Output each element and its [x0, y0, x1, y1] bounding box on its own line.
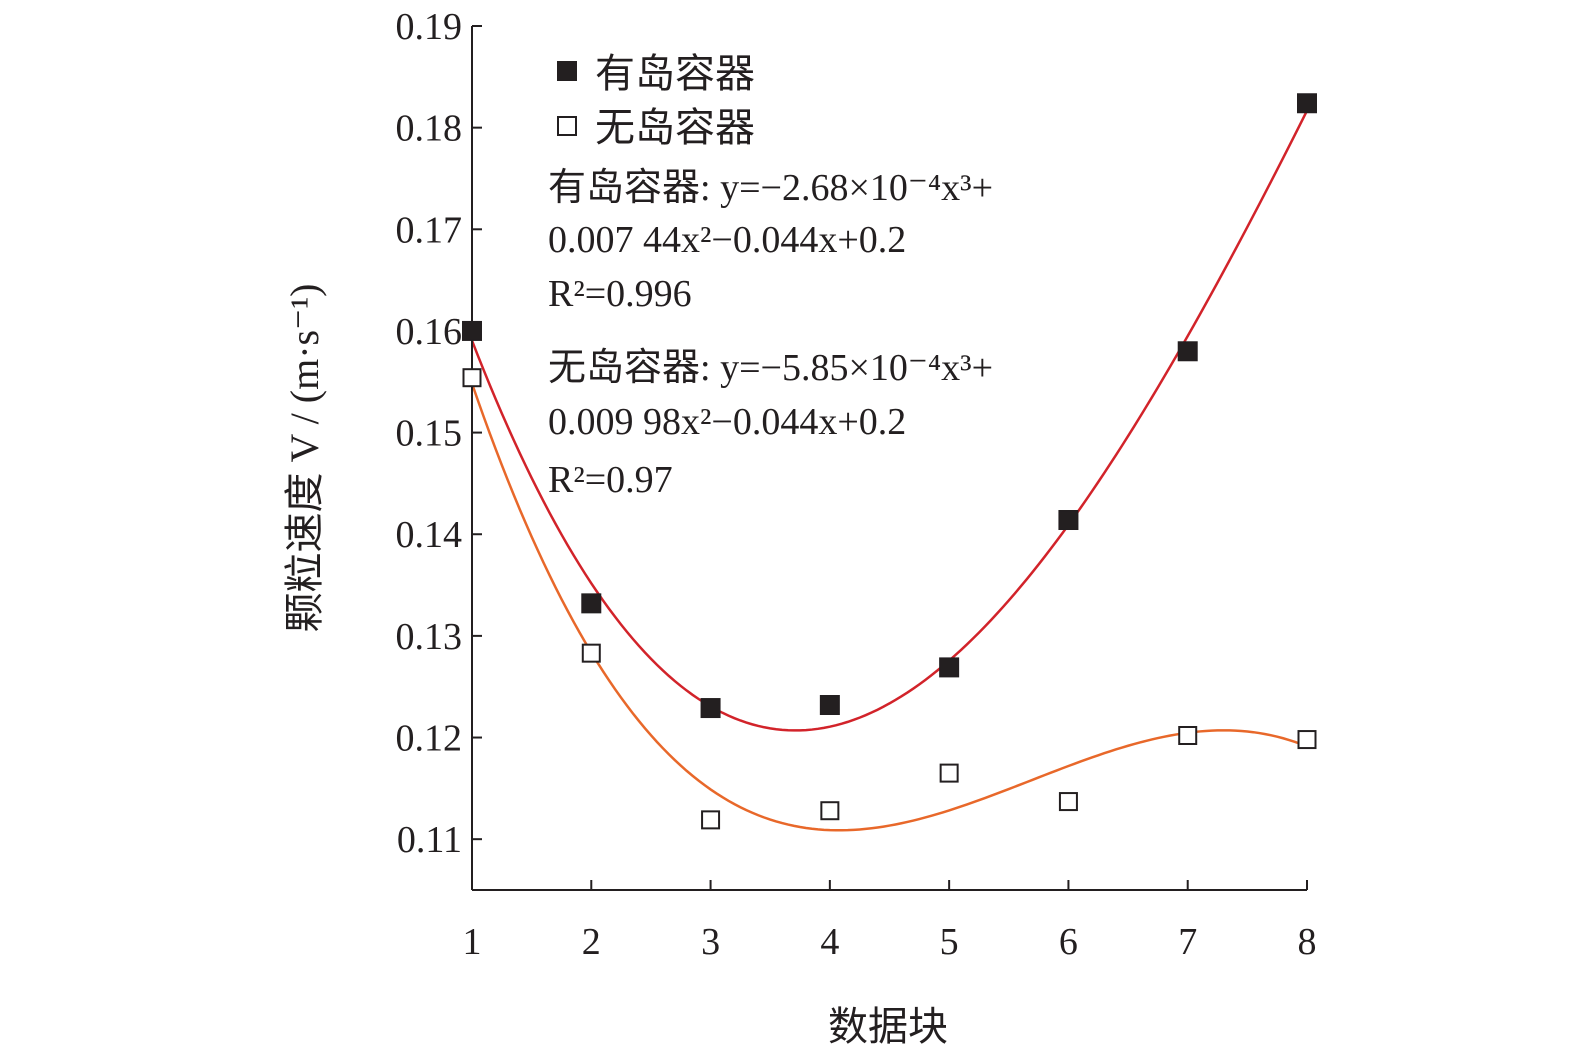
y-tick-label: 0.17 — [396, 209, 463, 251]
data-point-series-1 — [700, 698, 721, 719]
data-point-series-1 — [462, 320, 482, 341]
data-point-series-2 — [462, 368, 482, 388]
data-point-series-1 — [819, 695, 840, 716]
legend-marker-open — [557, 116, 577, 136]
legend: 有岛容器 无岛容器 — [557, 51, 755, 150]
x-tick-label: 6 — [1059, 921, 1078, 963]
legend-marker-filled — [557, 61, 577, 81]
y-tick-label: 0.13 — [396, 616, 463, 658]
x-tick-label: 3 — [701, 921, 720, 963]
fit-equation-1-line-2: 0.007 44x²−0.044x+0.2 — [548, 219, 906, 261]
fit-label-series-1: 有岛容器: y=−2.68×10⁻⁴x³+ — [548, 167, 993, 209]
x-tick-label: 4 — [820, 921, 839, 963]
data-point-series-2 — [1178, 725, 1198, 745]
y-tick-label: 0.19 — [396, 6, 463, 48]
fit-colon-1: : — [700, 167, 720, 209]
fit-annotations: 有岛容器: y=−2.68×10⁻⁴x³+ 0.007 44x²−0.044x+… — [548, 167, 993, 501]
data-point-series-2 — [1297, 730, 1317, 750]
y-tick-label: 0.15 — [396, 413, 463, 455]
y-tick-label: 0.12 — [396, 718, 463, 760]
data-point-series-2 — [701, 810, 721, 830]
data-point-series-1 — [1177, 341, 1198, 362]
axes: 0.11 0.12 0.13 0.14 0.15 0.16 0.17 0.18 0.19 1 2 3 4… — [396, 6, 1317, 963]
data-markers — [462, 93, 1317, 830]
legend-label-series-1: 有岛容器 — [595, 51, 755, 96]
data-point-series-2 — [1058, 792, 1078, 812]
data-point-series-1 — [1297, 93, 1317, 114]
x-tick-label: 5 — [940, 921, 959, 963]
x-tick-label: 7 — [1178, 921, 1197, 963]
data-point-series-2 — [820, 801, 840, 821]
y-tick-label: 0.16 — [396, 311, 463, 353]
fit-curves — [470, 110, 1309, 832]
y-tick-label: 0.11 — [397, 819, 462, 861]
fit-label-series-2: 无岛容器: y=−5.85×10⁻⁴x³+ — [548, 347, 993, 389]
y-axis-title: 颗粒速度 V / (m·s⁻¹) — [282, 283, 327, 632]
fit-curve-series-2 — [470, 383, 1308, 832]
data-point-series-1 — [1058, 510, 1079, 531]
data-point-series-2 — [939, 763, 959, 783]
data-point-series-1 — [581, 593, 602, 614]
fit-equation-2-line-2: 0.009 98x²−0.044x+0.2 — [548, 401, 906, 443]
fit-r2-1: R²=0.996 — [548, 273, 692, 315]
legend-label-series-2: 无岛容器 — [595, 105, 755, 150]
fit-series-name-1: 有岛容器 — [548, 167, 700, 209]
fit-curve-series-1 — [470, 110, 1309, 732]
y-tick-label: 0.18 — [396, 108, 463, 150]
fit-equation-2-line-1: y=−5.85×10⁻⁴x³+ — [720, 347, 993, 389]
x-tick-label: 2 — [582, 921, 601, 963]
y-tick-label: 0.14 — [396, 514, 463, 556]
fit-r2-2: R²=0.97 — [548, 459, 673, 501]
fit-colon-2: : — [700, 347, 720, 389]
x-axis-title: 数据块 — [828, 1004, 948, 1049]
fit-series-name-2: 无岛容器 — [548, 347, 700, 389]
x-tick-label: 8 — [1298, 921, 1317, 963]
data-point-series-1 — [939, 657, 960, 678]
x-tick-label: 1 — [463, 921, 482, 963]
fit-equation-1-line-1: y=−2.68×10⁻⁴x³+ — [720, 167, 993, 209]
data-point-series-2 — [581, 643, 601, 663]
